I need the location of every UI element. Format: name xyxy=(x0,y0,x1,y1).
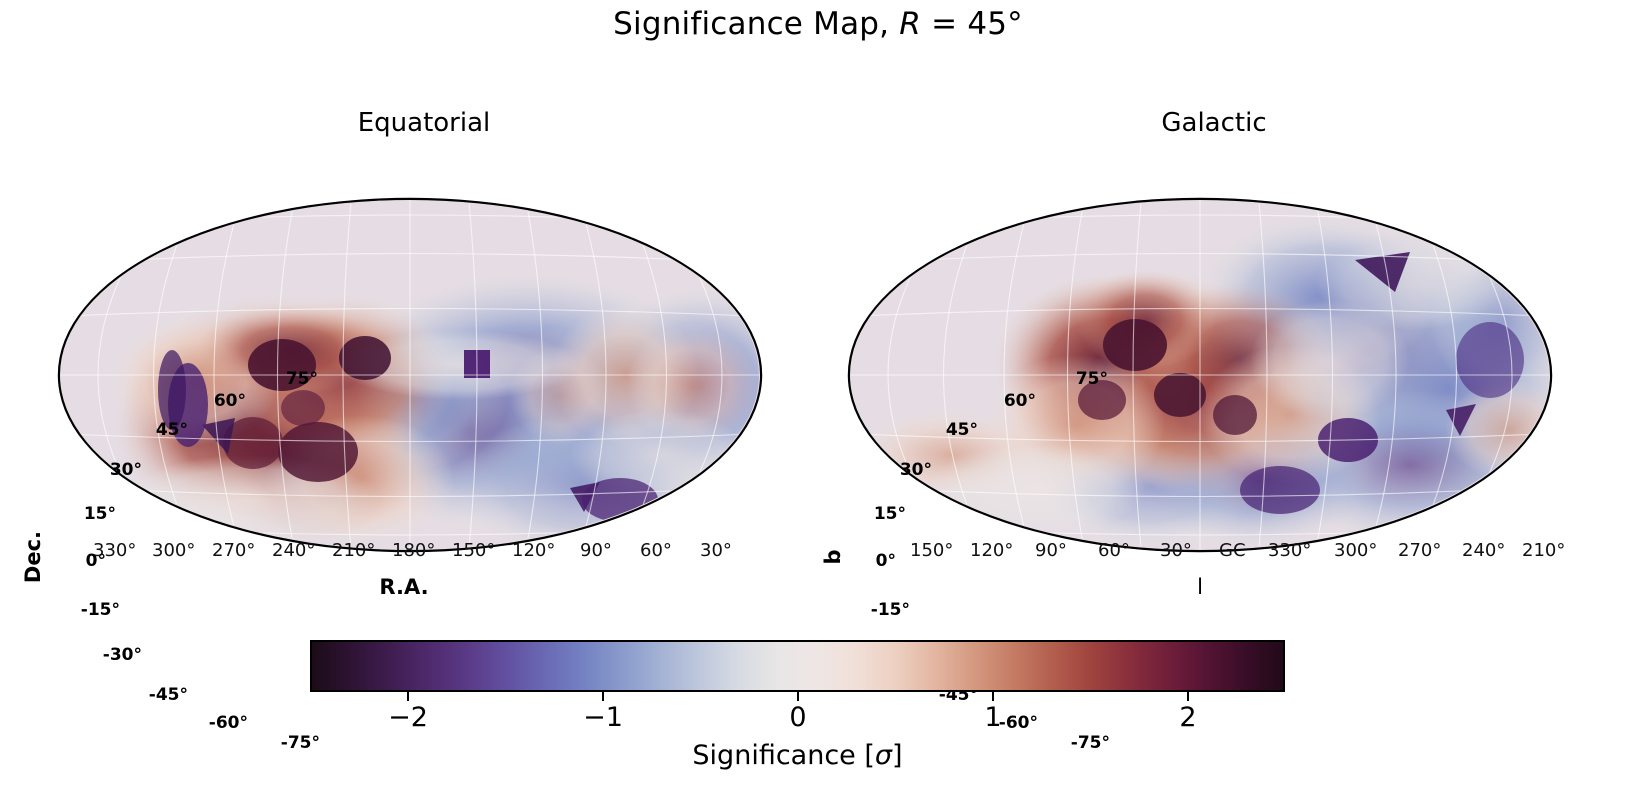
lon-tick-gal-330: 330° xyxy=(1268,540,1312,561)
colorbar-ticklabel-1: 1 xyxy=(984,702,1002,733)
colorbar-ticklabel-2: 2 xyxy=(1179,702,1197,733)
colorbar-ticklabel-m1: −1 xyxy=(583,702,623,733)
lat-tick-gal-m60: -60° xyxy=(998,713,1038,733)
colorbar-gradient-box xyxy=(310,640,1285,692)
lat-tick-gal-m15: -15° xyxy=(870,600,910,620)
colorbar-tickmark-1 xyxy=(992,692,994,701)
map-galactic[interactable]: 75° 60° 45° 30° 15° 0° -15° -30° -45° -6… xyxy=(821,185,1565,753)
panel-title-equatorial: Equatorial xyxy=(357,108,491,138)
figure-title-main: Significance Map, xyxy=(613,6,900,42)
axis-label-dec: Dec. xyxy=(21,530,45,584)
lat-tick-gal-75: 75° xyxy=(1075,369,1108,389)
lat-tick-eq-m30: -30° xyxy=(102,645,142,665)
map-equatorial[interactable]: 75° 60° 45° 30° 15° 0° -15° -30° -45° -6… xyxy=(21,185,760,753)
lon-tick-eq-60: 60° xyxy=(640,540,672,561)
colorbar-tickmark-0 xyxy=(797,692,799,701)
lat-tick-eq-60: 60° xyxy=(213,391,246,411)
lat-tick-eq-45: 45° xyxy=(155,420,188,440)
lon-tick-eq-120: 120° xyxy=(512,540,556,561)
mollweide-projection-equatorial xyxy=(60,200,760,550)
lon-tick-eq-240: 240° xyxy=(272,540,316,561)
lon-tick-gal-150: 150° xyxy=(910,540,954,561)
colorbar-label-text: Significance [ xyxy=(692,740,875,771)
lat-tick-eq-m60: -60° xyxy=(208,713,248,733)
lon-tick-gal-gc: GC xyxy=(1219,540,1246,561)
colorbar-tickmark-2 xyxy=(1187,692,1189,701)
lat-tick-gal-45: 45° xyxy=(945,420,978,440)
lon-tick-eq-210: 210° xyxy=(332,540,376,561)
lon-tick-eq-270: 270° xyxy=(212,540,256,561)
lat-tick-gal-30: 30° xyxy=(899,460,932,480)
lon-tick-gal-60: 60° xyxy=(1098,540,1130,561)
lat-tick-eq-0: 0° xyxy=(85,551,106,571)
lat-tick-eq-15: 15° xyxy=(83,504,116,524)
graticule-galactic xyxy=(851,201,1549,549)
lon-tick-eq-150: 150° xyxy=(452,540,496,561)
panel-equatorial: 75° 60° 45° 30° 15° 0° -15° -30° -45° -6… xyxy=(21,185,760,753)
lon-tick-gal-270: 270° xyxy=(1398,540,1442,561)
lat-tick-eq-75: 75° xyxy=(285,369,318,389)
axis-label-b: b xyxy=(821,549,845,565)
lat-tick-eq-m45: -45° xyxy=(148,685,188,705)
colorbar-ticklabel-m2: −2 xyxy=(388,702,428,733)
lat-tick-gal-0: 0° xyxy=(875,551,896,571)
lon-tick-eq-90: 90° xyxy=(580,540,612,561)
lon-tick-gal-90: 90° xyxy=(1035,540,1067,561)
mollweide-projection-galactic xyxy=(850,200,1550,550)
lat-tick-eq-m75: -75° xyxy=(280,733,320,753)
skymap-equatorial-svg xyxy=(61,201,759,549)
skymap-galactic-svg xyxy=(851,201,1549,549)
skymap-data-equatorial xyxy=(61,201,759,549)
lat-tick-gal-15: 15° xyxy=(873,504,906,524)
lon-tick-gal-30: 30° xyxy=(1160,540,1192,561)
lon-tick-eq-300: 300° xyxy=(152,540,196,561)
lat-tick-gal-m75: -75° xyxy=(1070,733,1110,753)
colorbar-gradient xyxy=(312,642,1283,690)
figure-title: Significance Map, R = 45° xyxy=(0,6,1636,42)
lon-tick-eq-30: 30° xyxy=(700,540,732,561)
colorbar-tickmark-m2 xyxy=(407,692,409,701)
figure-title-rest: = 45° xyxy=(921,6,1023,42)
lon-tick-gal-240: 240° xyxy=(1462,540,1506,561)
axis-label-l: l xyxy=(1197,575,1203,599)
axis-label-ra: R.A. xyxy=(379,575,429,599)
colorbar[interactable]: −2 −1 0 1 2 Significance [σ] xyxy=(310,640,1285,800)
colorbar-ticklabel-0: 0 xyxy=(789,702,807,733)
lon-tick-gal-120: 120° xyxy=(970,540,1014,561)
colorbar-label-close: ] xyxy=(892,740,903,771)
colorbar-axis-label: Significance [σ] xyxy=(310,740,1285,771)
figure-title-variable: R xyxy=(899,6,922,42)
lon-tick-eq-330: 330° xyxy=(93,540,137,561)
lon-tick-gal-210: 210° xyxy=(1522,540,1566,561)
panel-title-galactic: Galactic xyxy=(1161,108,1267,138)
lon-tick-eq-180: 180° xyxy=(392,540,436,561)
lat-tick-eq-m15: -15° xyxy=(80,600,120,620)
colorbar-label-sigma: σ xyxy=(874,740,893,771)
panel-galactic: 75° 60° 45° 30° 15° 0° -15° -30° -45° -6… xyxy=(821,185,1565,753)
lon-tick-gal-300: 300° xyxy=(1334,540,1378,561)
colorbar-tickmark-m1 xyxy=(602,692,604,701)
lat-tick-eq-30: 30° xyxy=(109,460,142,480)
lat-tick-gal-60: 60° xyxy=(1003,391,1036,411)
